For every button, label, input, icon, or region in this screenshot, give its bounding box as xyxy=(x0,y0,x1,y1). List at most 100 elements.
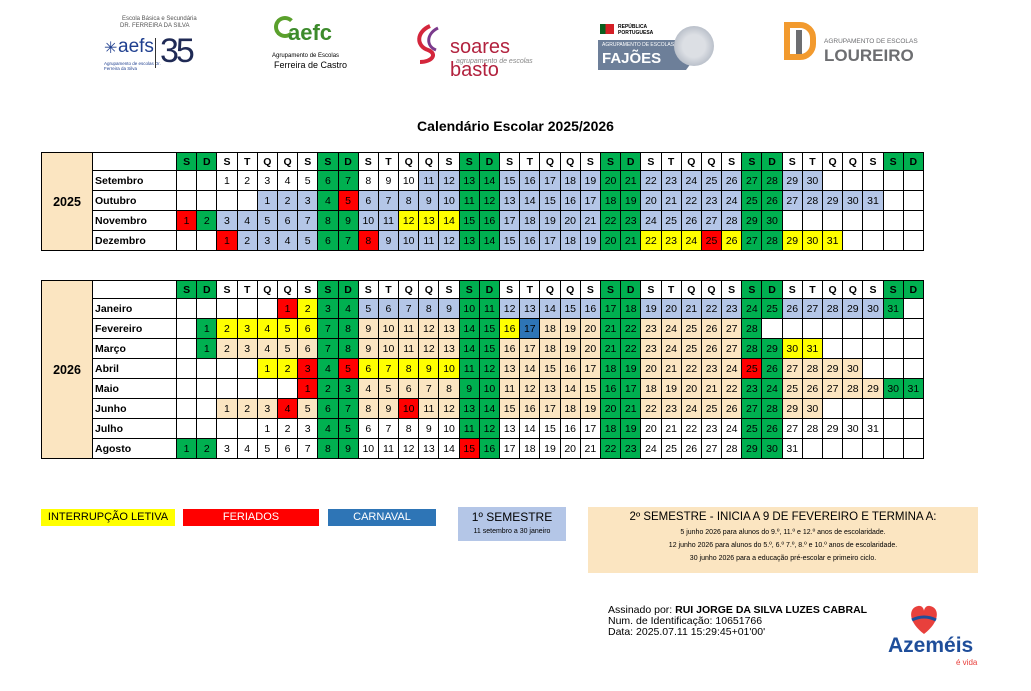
empty-day-cell xyxy=(216,358,238,379)
day-cell: 6 xyxy=(398,378,420,399)
empty-day-cell xyxy=(196,298,218,319)
day-cell: 17 xyxy=(519,318,541,339)
day-cell: 3 xyxy=(256,398,278,419)
loureiro-l-icon xyxy=(796,30,802,54)
empty-day-cell xyxy=(842,210,864,231)
day-cell: 17 xyxy=(579,418,601,439)
day-cell: 4 xyxy=(337,298,359,319)
day-cell: 22 xyxy=(640,398,662,419)
day-cell: 24 xyxy=(721,358,743,379)
day-cell: 26 xyxy=(721,230,743,251)
day-cell: 24 xyxy=(640,438,662,459)
day-cell: 31 xyxy=(821,230,844,251)
day-cell: 23 xyxy=(660,398,682,419)
day-cell: 9 xyxy=(438,298,460,319)
aefc-logo: aefc Agrupamento de Escolas Ferreira de … xyxy=(270,8,360,76)
day-cell: 29 xyxy=(761,338,783,359)
weekday-header-cell: Q xyxy=(842,152,864,171)
day-cell: 2 xyxy=(216,338,238,359)
weekday-header-cell: Q xyxy=(418,152,440,171)
empty-day-cell xyxy=(196,398,218,419)
day-cell: 8 xyxy=(398,358,420,379)
day-cell: 5 xyxy=(377,378,400,399)
day-cell: 4 xyxy=(317,418,339,439)
day-cell: 6 xyxy=(357,418,379,439)
day-cell: 21 xyxy=(680,298,702,319)
day-cell: 10 xyxy=(438,418,460,439)
day-cell: 24 xyxy=(721,190,743,211)
day-cell: 17 xyxy=(498,438,521,459)
empty-day-cell xyxy=(821,398,844,419)
day-cell: 30 xyxy=(801,230,824,251)
day-cell: 30 xyxy=(761,438,783,459)
day-cell: 20 xyxy=(680,378,702,399)
fajoes-top-text: REPÚBLICA PORTUGUESA xyxy=(618,24,654,36)
day-cell: 29 xyxy=(821,358,844,379)
loureiro-d-icon xyxy=(784,22,816,60)
empty-day-cell xyxy=(882,338,904,359)
day-cell: 22 xyxy=(620,318,642,339)
day-cell: 4 xyxy=(256,338,278,359)
day-cell: 21 xyxy=(620,230,642,251)
day-cell: 12 xyxy=(438,398,460,419)
empty-day-cell xyxy=(842,438,864,459)
empty-day-cell xyxy=(882,398,904,419)
day-cell: 17 xyxy=(579,358,601,379)
day-cell: 3 xyxy=(337,378,359,399)
day-cell: 16 xyxy=(559,358,581,379)
day-cell: 16 xyxy=(519,230,541,251)
weekday-header-cell: T xyxy=(801,152,824,171)
day-cell: 25 xyxy=(660,438,682,459)
day-cell: 18 xyxy=(599,418,622,439)
day-cell: 24 xyxy=(761,378,783,399)
weekday-header-cell: S xyxy=(498,152,521,171)
day-cell: 23 xyxy=(721,298,743,319)
day-cell: 25 xyxy=(741,418,763,439)
empty-day-cell xyxy=(196,418,218,439)
day-cell: 19 xyxy=(579,398,601,419)
day-cell: 20 xyxy=(599,230,622,251)
empty-day-cell xyxy=(862,318,884,339)
fajoes-logo: REPÚBLICA PORTUGUESA AGRUPAMENTO DE ESCO… xyxy=(596,8,726,76)
day-cell: 14 xyxy=(458,338,480,359)
signature-name: RUI JORGE DA SILVA LUZES CABRAL xyxy=(675,604,868,616)
semester-2-line-2: 12 junho 2026 para alunos do 5.º, 6.º 7.… xyxy=(668,542,898,549)
day-cell: 16 xyxy=(599,378,622,399)
day-cell: 18 xyxy=(620,298,642,319)
aefs-35-number: 35 xyxy=(160,32,195,70)
weekday-header-cell: S xyxy=(297,152,319,171)
day-cell: 1 xyxy=(276,298,299,319)
legend-interruption: INTERRUPÇÃO LETIVA xyxy=(41,509,175,526)
day-cell: 31 xyxy=(902,378,924,399)
empty-day-cell xyxy=(821,438,844,459)
weekday-header-cell: S xyxy=(357,280,379,299)
day-cell: 19 xyxy=(640,298,662,319)
day-cell: 17 xyxy=(620,378,642,399)
aefs-wordmark: aefs xyxy=(118,36,154,57)
empty-day-cell xyxy=(882,210,904,231)
digital-signature: Assinado por: RUI JORGE DA SILVA LUZES C… xyxy=(606,604,868,651)
day-cell: 7 xyxy=(297,210,319,231)
empty-day-cell xyxy=(216,418,238,439)
day-cell: 24 xyxy=(680,230,702,251)
day-cell: 5 xyxy=(276,318,299,339)
day-cell: 26 xyxy=(761,418,783,439)
day-cell: 25 xyxy=(700,398,723,419)
day-cell: 2 xyxy=(236,230,258,251)
month-name: Setembro xyxy=(92,170,177,191)
logo-strip: Escola Básica e Secundária DR. FERREIRA … xyxy=(0,8,1031,81)
azemeis-logo: Azeméis é vida xyxy=(888,602,978,672)
day-cell: 2 xyxy=(216,318,238,339)
day-cell: 3 xyxy=(216,210,238,231)
weekday-header-row: 2025 S D S T Q Q S S D S T Q Q S S D S T Q Q S S D S T Q Q S S D S T Q Q S S… xyxy=(41,152,924,251)
day-cell: 19 xyxy=(579,230,601,251)
weekday-header-cell: S xyxy=(317,152,339,171)
day-cell: 30 xyxy=(862,298,884,319)
empty-day-cell xyxy=(196,190,218,211)
day-cell: 9 xyxy=(418,190,440,211)
fajoes-subtitle: AGRUPAMENTO DE ESCOLAS xyxy=(602,42,675,48)
empty-day-cell xyxy=(216,190,238,211)
weekday-header-cell: Q xyxy=(821,280,844,299)
day-cell: 18 xyxy=(599,190,622,211)
day-cell: 9 xyxy=(337,438,359,459)
